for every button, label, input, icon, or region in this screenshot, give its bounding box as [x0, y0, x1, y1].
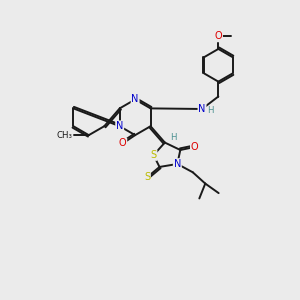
- Text: N: N: [174, 159, 181, 169]
- Text: N: N: [131, 94, 139, 104]
- Text: H: H: [170, 133, 176, 142]
- Text: O: O: [119, 139, 127, 148]
- Text: CH₃: CH₃: [56, 130, 73, 140]
- Text: S: S: [144, 172, 150, 182]
- Text: N: N: [116, 121, 123, 131]
- Text: N: N: [198, 104, 206, 114]
- Text: O: O: [191, 142, 198, 152]
- Text: H: H: [207, 106, 214, 115]
- Text: S: S: [151, 150, 157, 160]
- Text: O: O: [214, 32, 222, 41]
